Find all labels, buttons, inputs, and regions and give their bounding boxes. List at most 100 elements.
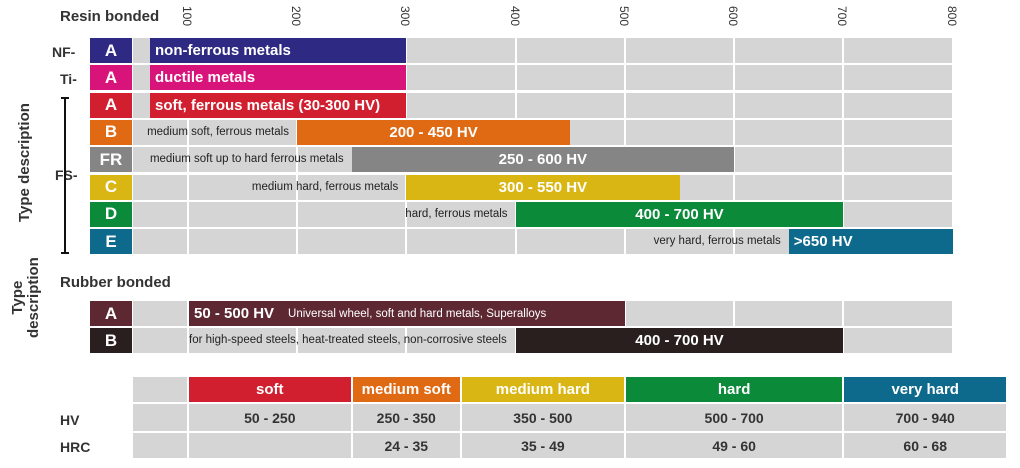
group-label-nf: NF- [52,44,76,60]
hv-value: 250 - 350 [352,404,460,431]
hardness-category: medium hard [461,377,624,402]
grid-cell [735,38,843,63]
type-code-c: C [90,174,132,200]
hardness-category: medium soft [352,377,460,402]
grid-cell [625,229,734,255]
grid-cell [844,92,952,118]
grid-cell [844,201,952,227]
rubber-axis-title-line2: description [25,257,42,338]
grid-cell [297,201,406,227]
grid-cell [844,147,952,173]
hrc-value: 24 - 35 [352,433,460,458]
grid-cell [133,229,187,255]
hardness-category: hard [625,377,843,402]
hrc-value: 35 - 49 [461,433,624,458]
fs-bracket-bottom [61,252,69,254]
range-bar: 200 - 450 HV [296,119,571,145]
rubber-bonded-title: Rubber bonded [60,274,171,291]
hrc-row-label: HRC [60,439,91,455]
type-code-a: A [90,65,132,91]
fs-bracket-line [64,97,66,254]
grid-cell [188,119,296,145]
grid-cell [844,174,952,200]
resin-axis-title: Type description [16,103,33,222]
rubber-range-bar: 50 - 500 HV Universal wheel, soft and har… [189,301,625,326]
x-tick-label: 200 [288,6,303,27]
x-tick-label: 400 [507,6,522,27]
rubber-axis-title-line1: Type [9,280,26,315]
x-tick-label: 600 [726,6,741,27]
hrc-value: 49 - 60 [625,433,843,458]
table-empty-cell [133,433,187,458]
range-bar: non-ferrous metals [150,38,407,63]
grid-cell [625,92,734,118]
type-code-d: D [90,201,132,227]
grid-cell [188,147,296,173]
grid-cell [407,92,515,118]
grid-cell [516,229,624,255]
grid-cell [625,38,734,63]
grid-cell [735,119,843,145]
x-tick-label: 300 [398,6,413,27]
range-bar: 400 - 700 HV [515,201,844,227]
hv-value: 350 - 500 [461,404,624,431]
grid-cell [407,65,515,91]
grid-cell [516,38,624,63]
range-description: medium hard, ferrous metals [251,180,399,193]
group-label-ti: Ti- [60,71,77,87]
type-code-a: A [90,38,132,63]
hardness-category: very hard [844,377,1006,402]
grid-cell [844,328,952,354]
grid-cell [735,147,843,173]
grid-cell [133,301,187,326]
grid-cell [516,65,624,91]
hv-value: 700 - 940 [844,404,1006,431]
grid-cell [188,201,296,227]
resin-bonded-title: Resin bonded [60,8,160,25]
grid-cell [133,147,187,173]
range-description: medium soft, ferrous metals [147,125,289,138]
grid-cell [133,174,187,200]
range-bar: soft, ferrous metals (30-300 HV) [150,92,407,118]
rubber-code-b: B [90,328,132,354]
grid-cell [735,65,843,91]
grid-cell [844,38,952,63]
type-code-fr: FR [90,147,132,173]
grid-cell [625,65,734,91]
grid-cell [188,328,296,354]
grid-cell [188,229,296,255]
grid-cell [844,301,952,326]
type-code-e: E [90,229,132,255]
range-bar: ductile metals [150,65,407,91]
hrc-value [189,433,351,458]
grid-cell [297,174,406,200]
x-tick-label: 700 [835,6,850,27]
x-tick-label: 100 [179,6,194,27]
group-label-fs: FS- [55,167,78,183]
type-code-a: A [90,92,132,118]
range-description: medium soft up to hard ferrous metals [149,153,344,166]
range-description: hard, ferrous metals [405,207,508,220]
grid-cell [188,174,296,200]
grid-cell [735,174,843,200]
range-description: very hard, ferrous metals [653,235,781,248]
rubber-axis-title: Type description [9,257,42,338]
rubber-range-label: 50 - 500 HV [194,305,275,322]
hv-value: 500 - 700 [625,404,843,431]
grid-cell [735,92,843,118]
hv-row-label: HV [60,412,80,428]
grid-cell [297,229,406,255]
grid-cell [297,328,406,354]
grid-cell [133,201,187,227]
grid-cell [407,328,515,354]
range-bar: 300 - 550 HV [406,174,680,200]
grid-cell [735,301,843,326]
hv-value: 50 - 250 [189,404,351,431]
hrc-value: 60 - 68 [844,433,1006,458]
rubber-range-bar: 400 - 700 HV [515,328,844,354]
grid-cell [407,201,515,227]
rubber-range-subtitle: Universal wheel, soft and hard metals, S… [288,307,547,320]
table-empty-cell [133,404,187,431]
grid-cell [625,301,734,326]
fs-bracket-top [61,97,69,99]
